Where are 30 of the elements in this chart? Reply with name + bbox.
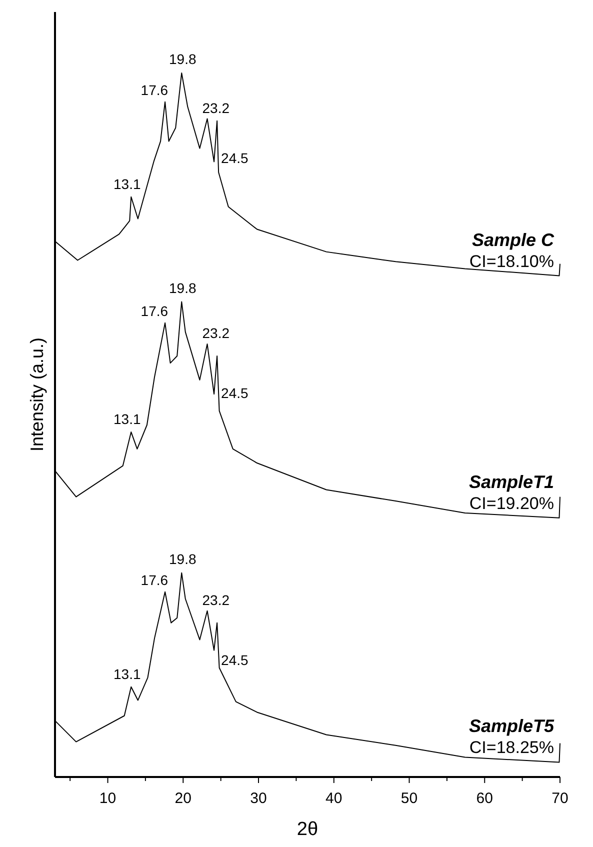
annotation: 24.5 xyxy=(221,652,249,668)
annotation: CI=19.20% xyxy=(469,494,554,513)
annotation: 24.5 xyxy=(221,385,249,402)
annotation: CI=18.25% xyxy=(469,738,554,758)
x-tick-label: 20 xyxy=(174,790,192,807)
annotation: 23.2 xyxy=(202,100,230,116)
annotation: 23.2 xyxy=(202,592,230,608)
annotation: 19.8 xyxy=(169,51,196,67)
annotation: 13.1 xyxy=(114,176,141,192)
x-axis-title: 2θ xyxy=(296,819,318,840)
x-tick-label: 60 xyxy=(476,790,493,807)
x-tick-label: 10 xyxy=(99,790,116,807)
x-tick-label: 30 xyxy=(250,790,267,807)
annotation: 24.5 xyxy=(221,150,249,166)
annotation: 17.6 xyxy=(140,82,168,98)
x-tick-label: 40 xyxy=(326,790,342,807)
annotation: 13.1 xyxy=(114,411,141,428)
series-label: SampleT1 xyxy=(468,472,554,492)
x-tick-label: 50 xyxy=(400,790,418,807)
series-label: Sample C xyxy=(472,230,555,250)
annotation: 17.6 xyxy=(140,572,168,588)
annotation: 19.8 xyxy=(169,550,196,567)
series-label: SampleT5 xyxy=(468,716,555,736)
annotation: 13.1 xyxy=(114,666,141,682)
annotation: 17.6 xyxy=(140,302,168,319)
annotation: CI=18.10% xyxy=(469,252,554,271)
x-tick-label: 70 xyxy=(552,790,568,807)
annotation: 19.8 xyxy=(169,280,196,296)
y-axis-title: Intensity (a.u.) xyxy=(27,337,47,452)
annotation: 23.2 xyxy=(202,325,230,342)
